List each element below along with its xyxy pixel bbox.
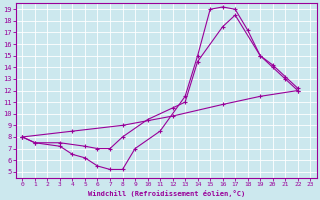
X-axis label: Windchill (Refroidissement éolien,°C): Windchill (Refroidissement éolien,°C) — [88, 190, 245, 197]
